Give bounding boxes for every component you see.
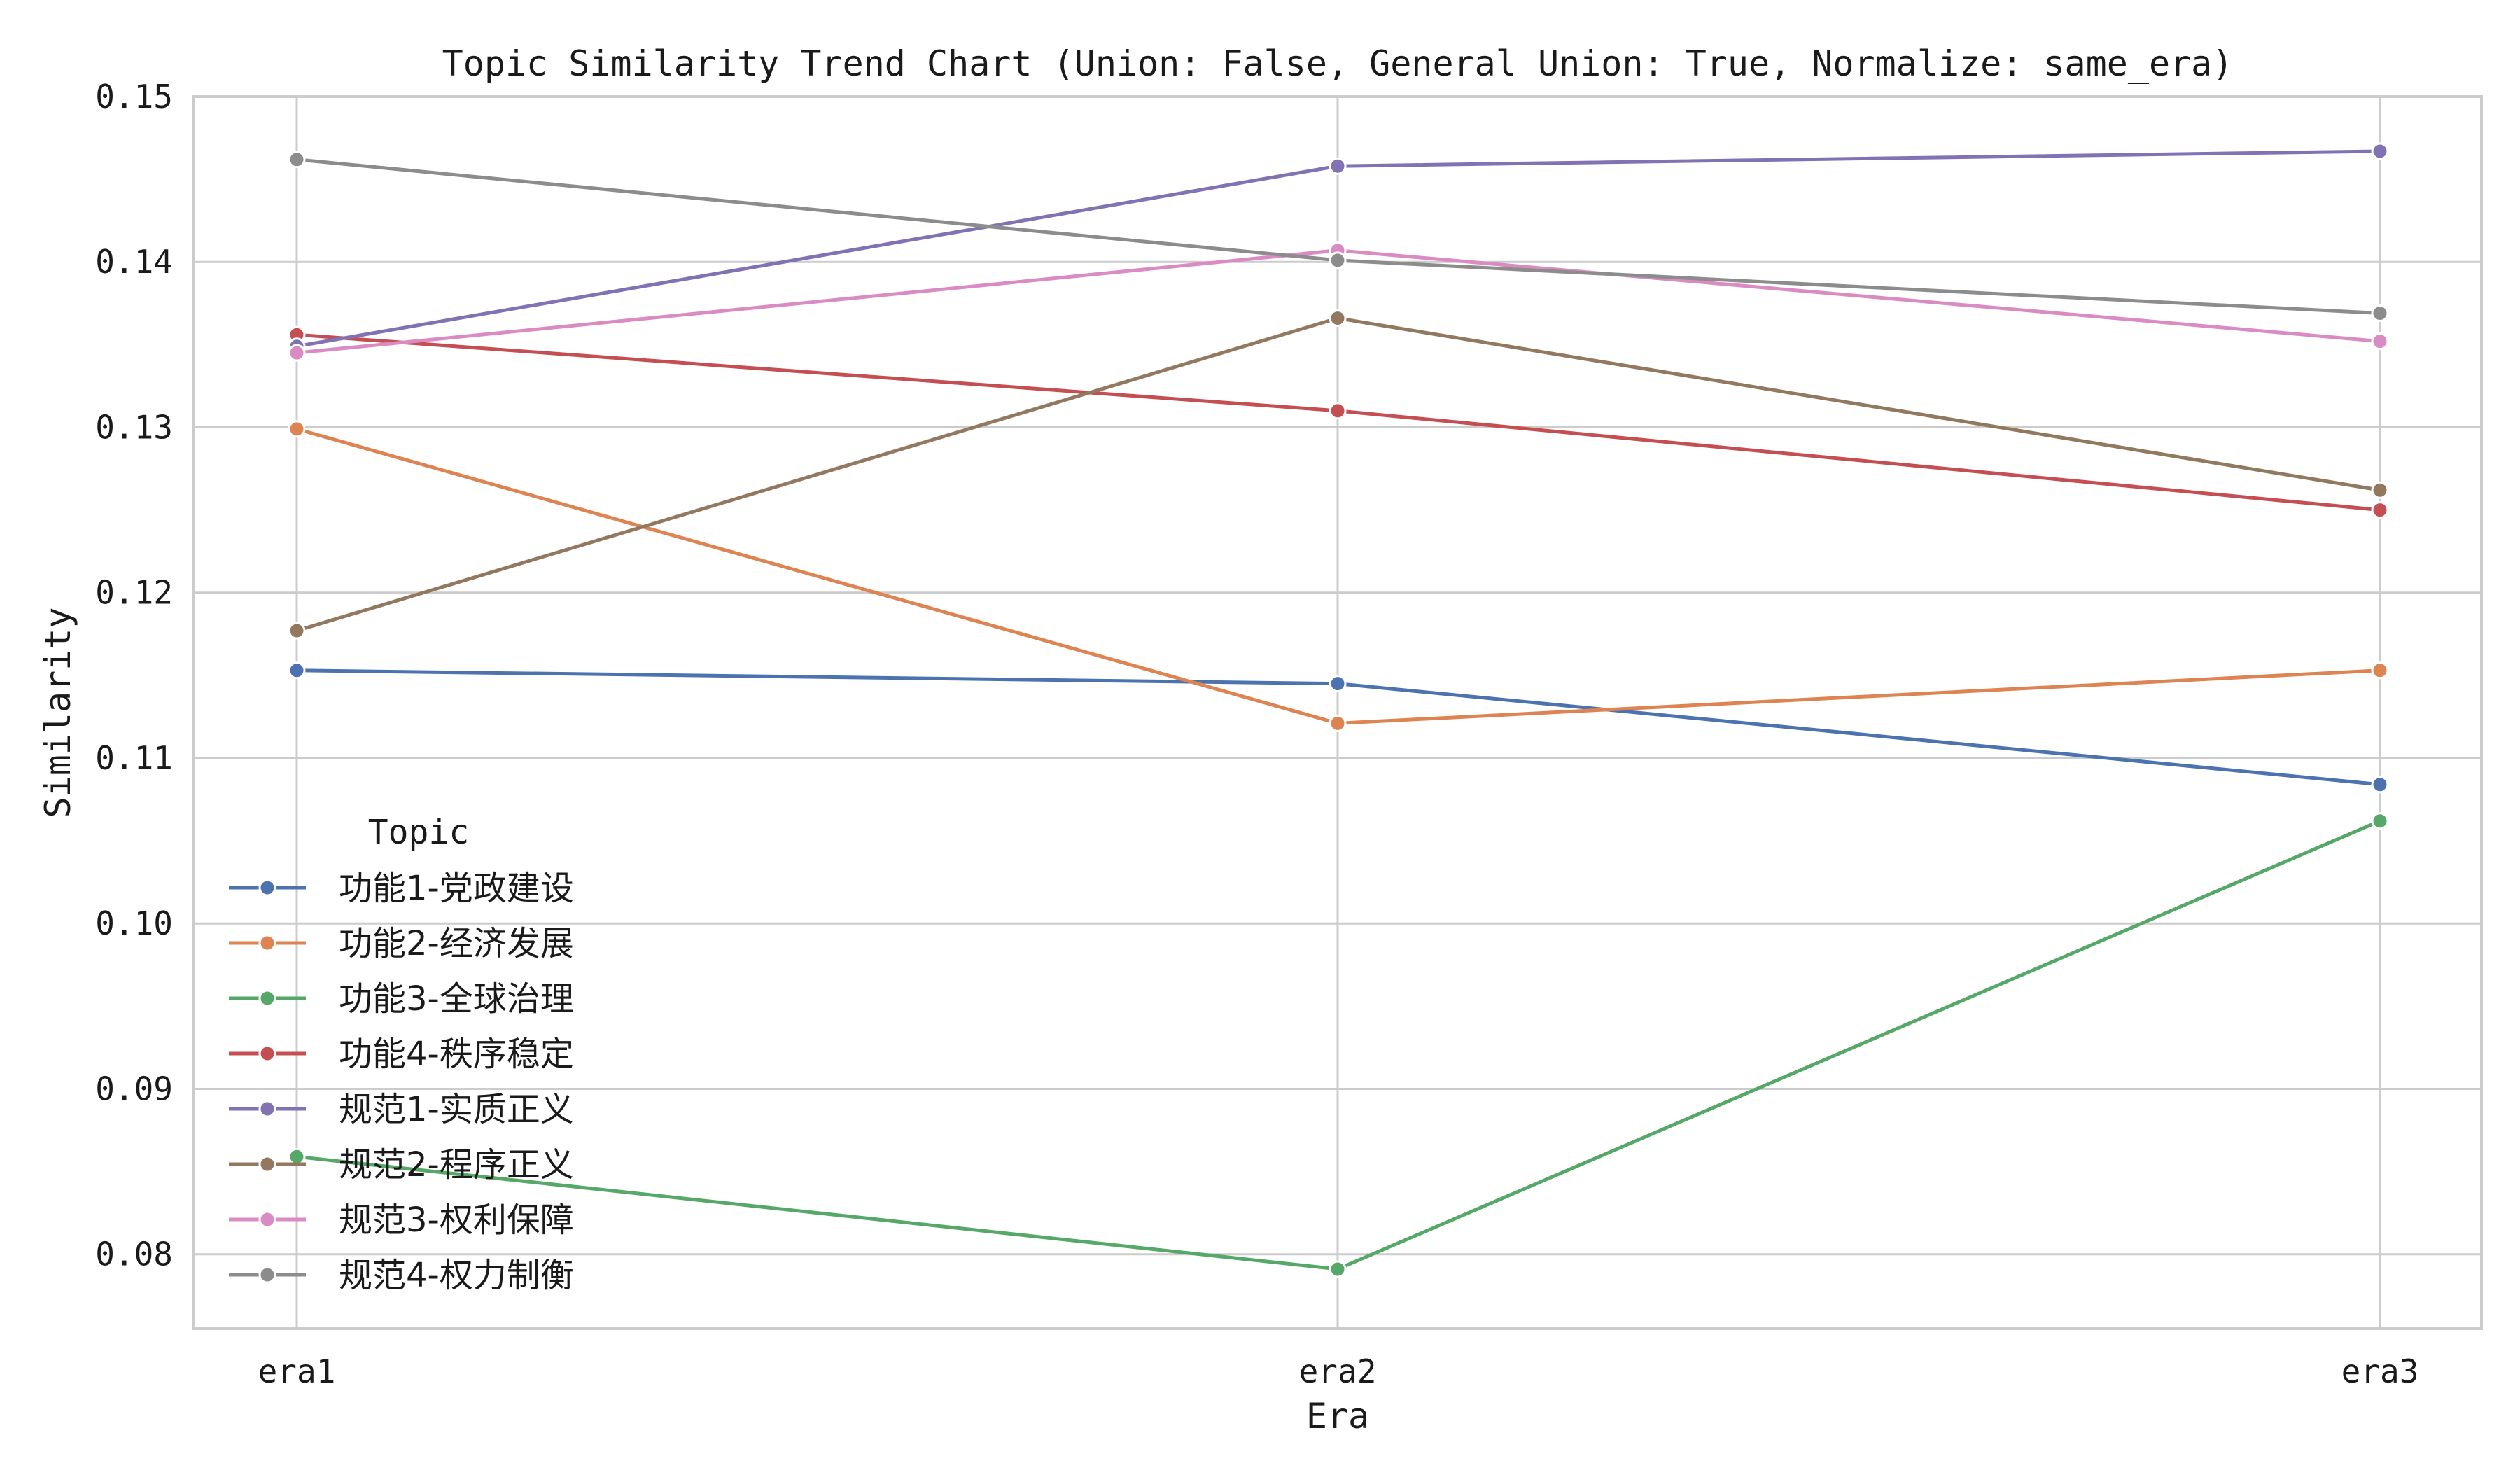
- legend-marker-swatch: [258, 1155, 276, 1173]
- series-1: [288, 662, 2389, 794]
- y-tick-label: 0.11: [95, 739, 173, 777]
- data-point: [288, 344, 306, 362]
- legend-label: 规范4-权力制衡: [339, 1256, 574, 1295]
- y-tick-label: 0.09: [95, 1070, 173, 1107]
- x-axis-label: Era: [1306, 1396, 1369, 1436]
- plot-frame: [192, 95, 2483, 1330]
- data-point: [2371, 501, 2389, 519]
- data-point: [1329, 1260, 1347, 1278]
- legend-entry: 规范3-权利保障: [229, 1200, 574, 1240]
- legend-marker-swatch: [258, 1210, 276, 1228]
- legend-label: 规范3-权利保障: [339, 1200, 574, 1240]
- legend-marker-swatch: [258, 1044, 276, 1063]
- y-tick-label: 0.15: [95, 78, 173, 115]
- legend-title: Topic: [368, 813, 470, 852]
- data-point: [288, 1147, 306, 1166]
- y-tick-label: 0.14: [95, 243, 173, 281]
- legend-entry: 规范2-程序正义: [229, 1145, 574, 1184]
- legend-marker-swatch: [258, 934, 276, 952]
- series-layer: [288, 142, 2389, 1278]
- x-tick-label: era2: [1299, 1352, 1377, 1390]
- legend-label: 功能1-党政建设: [339, 869, 574, 908]
- data-point: [2371, 812, 2389, 830]
- legend-marker-swatch: [258, 989, 276, 1007]
- series-6: [288, 309, 2389, 640]
- data-point: [1329, 714, 1347, 732]
- data-point: [288, 622, 306, 640]
- legend-entry: 功能3-全球治理: [229, 979, 574, 1018]
- legend-marker-swatch: [258, 1100, 276, 1118]
- legend-marker-swatch: [258, 878, 276, 897]
- x-tick-label: era1: [258, 1352, 336, 1390]
- data-point: [288, 150, 306, 169]
- data-point: [1329, 309, 1347, 328]
- legend-entry: 功能2-经济发展: [229, 924, 574, 963]
- legend-label: 功能3-全球治理: [339, 979, 574, 1018]
- series-8: [288, 150, 2389, 322]
- ticks-layer: 0.08 0.09 0.10 0.11 0.12 0.13 0.14 0.15 era1 era2…: [95, 78, 2418, 1390]
- data-point: [2371, 304, 2389, 322]
- data-point: [2371, 776, 2389, 794]
- legend-entry: 功能4-秩序稳定: [229, 1035, 574, 1074]
- legend-entry: 功能1-党政建设: [229, 869, 574, 908]
- legend-marker-swatch: [258, 1266, 276, 1284]
- data-point: [1329, 251, 1347, 270]
- legend: Topic 功能1-党政建设功能2-经济发展功能3-全球治理功能4-秩序稳定规范…: [229, 813, 574, 1295]
- data-point: [2371, 662, 2389, 680]
- data-point: [1329, 675, 1347, 693]
- series-3: [288, 812, 2389, 1278]
- legend-label: 功能2-经济发展: [339, 924, 574, 963]
- legend-entry: 规范4-权力制衡: [229, 1256, 574, 1295]
- legend-label: 规范2-程序正义: [339, 1145, 574, 1184]
- y-tick-label: 0.10: [95, 904, 173, 942]
- data-point: [2371, 142, 2389, 160]
- x-tick-label: era3: [2342, 1352, 2419, 1390]
- data-point: [1329, 402, 1347, 420]
- legend-label: 功能4-秩序稳定: [339, 1035, 574, 1074]
- y-axis-label: Similarity: [38, 607, 78, 818]
- legend-entry: 规范1-实质正义: [229, 1090, 574, 1129]
- chart-title: Topic Similarity Trend Chart (Union: Fal…: [442, 43, 2234, 84]
- legend-label: 规范1-实质正义: [339, 1090, 574, 1129]
- data-point: [2371, 481, 2389, 499]
- data-point: [288, 420, 306, 438]
- y-tick-label: 0.08: [95, 1236, 173, 1273]
- data-point: [288, 662, 306, 680]
- y-tick-label: 0.13: [95, 408, 173, 446]
- y-tick-label: 0.12: [95, 574, 173, 612]
- data-point: [1329, 157, 1347, 175]
- data-point: [2371, 332, 2389, 351]
